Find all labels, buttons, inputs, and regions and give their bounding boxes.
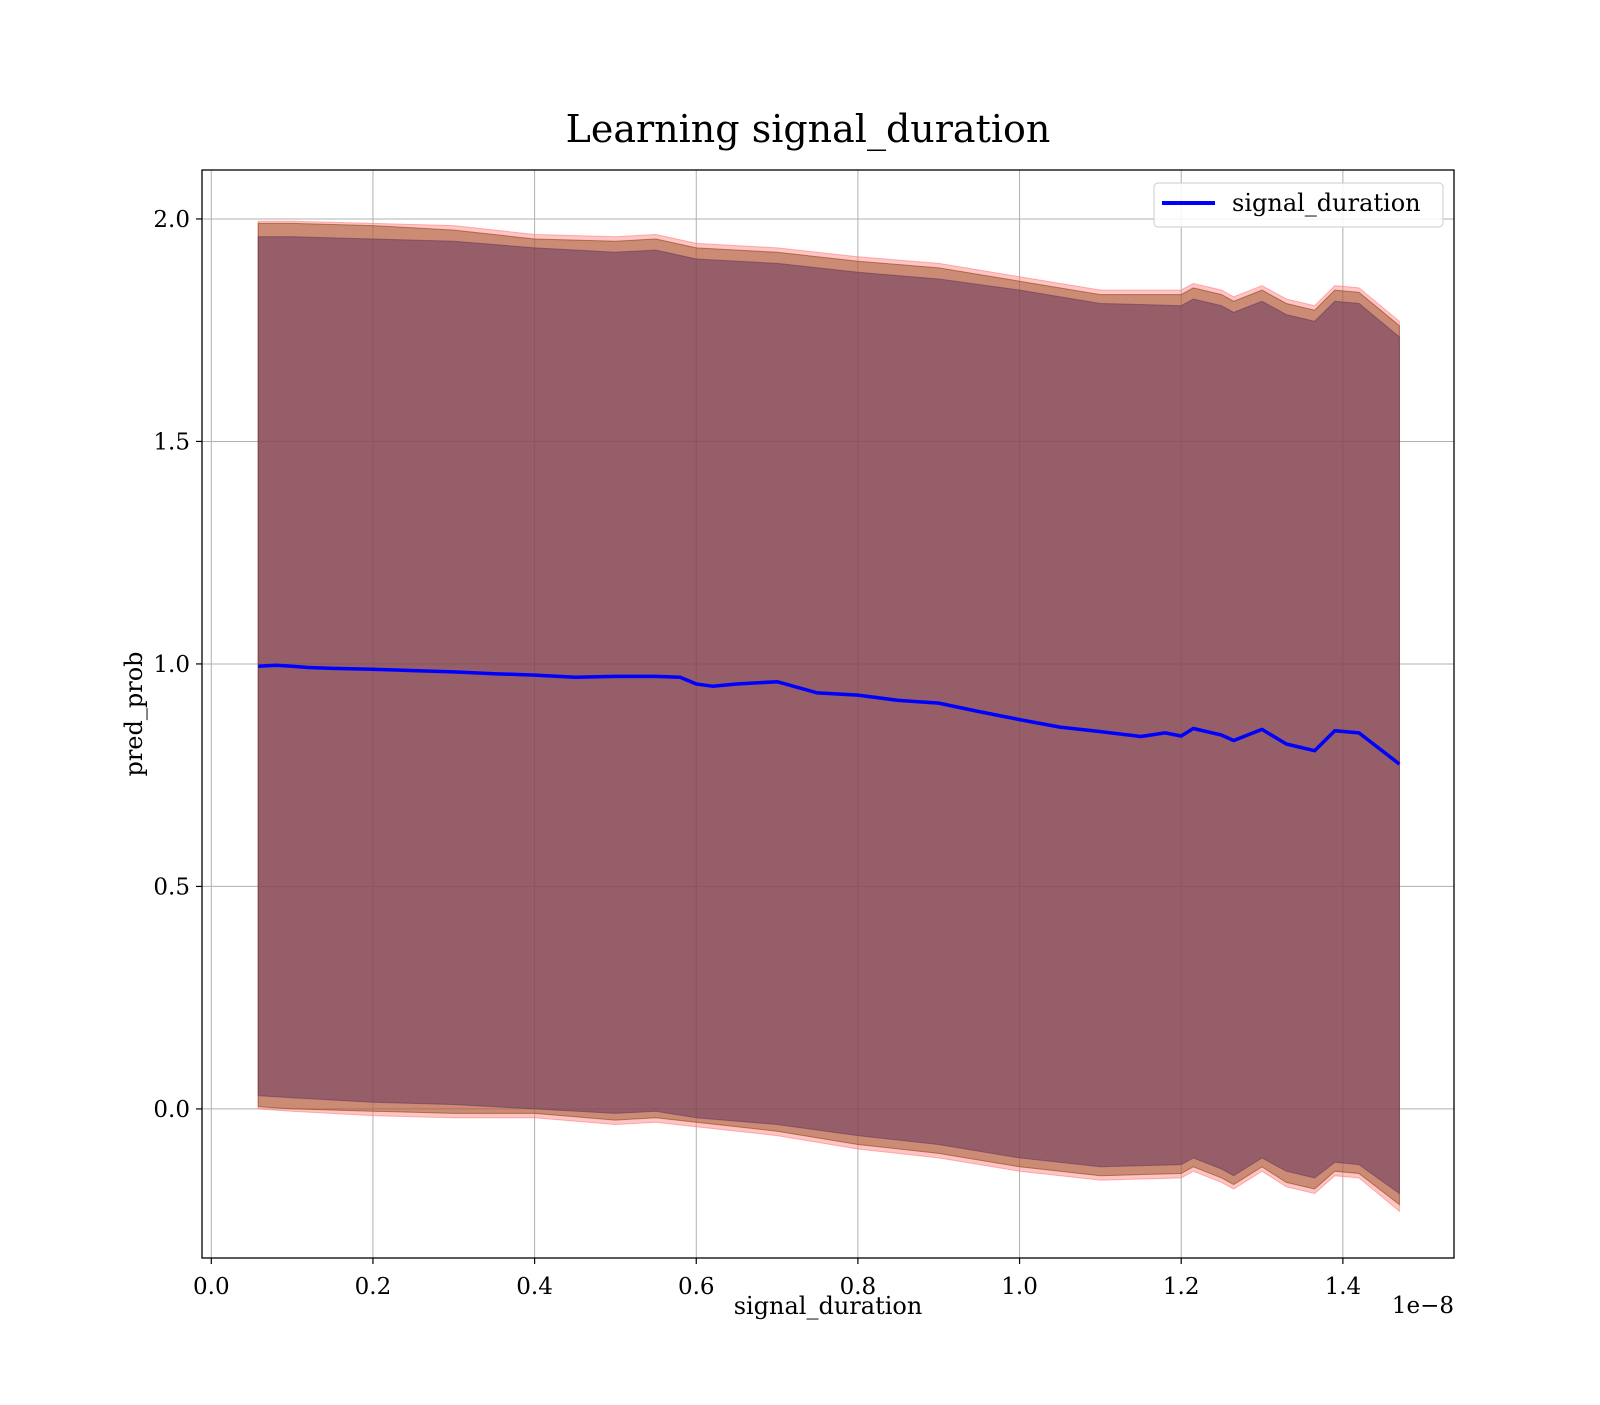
x-tick-label: 0.2 [355,1274,392,1300]
y-tick-label: 1.5 [153,429,190,455]
x-axis-offset-text: 1e−8 [1392,1293,1454,1319]
y-tick-label: 0.0 [153,1097,190,1123]
series-line [258,663,1401,766]
x-tick-label: 1.0 [1001,1274,1038,1300]
x-tick-label: 0.0 [193,1274,230,1300]
y-axis-label: pred_prob [120,651,148,776]
ticks: 0.0 0.2 0.4 0.6 0.8 1.0 1.2 1.4 0.0 0.5 1.0 1.5 2.0 [153,207,1361,1300]
y-tick-label: 1.0 [153,652,190,678]
x-tick-label: 0.6 [678,1274,715,1300]
x-tick-label: 1.2 [1163,1274,1200,1300]
x-tick-label: 0.8 [840,1274,877,1300]
chart-title: Learning signal_duration [566,107,1051,152]
legend: signal_duration [1153,182,1444,228]
x-tick-label: 1.4 [1325,1274,1362,1300]
confidence-band [257,236,1400,1195]
legend-label: signal_duration [1232,189,1421,217]
legend-box [1153,182,1444,228]
x-axis-label: signal_duration [734,1292,923,1320]
y-tick-label: 0.5 [153,874,190,900]
x-tick-label: 0.4 [516,1274,553,1300]
y-tick-label: 2.0 [153,207,190,233]
confidence-bands [257,220,1400,1213]
series-lines [258,663,1401,766]
plot-frame [201,169,1455,1259]
